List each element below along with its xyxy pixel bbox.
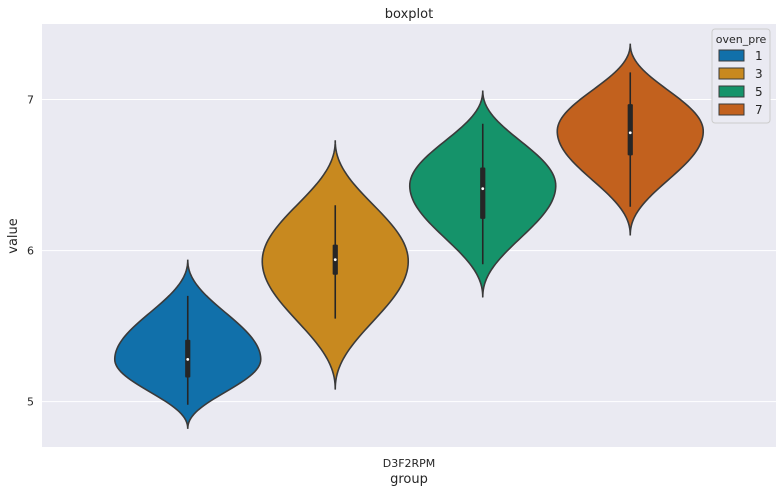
- chart-title: boxplot: [385, 7, 433, 22]
- violin-7: [556, 43, 705, 236]
- y-tick-label: 6: [27, 245, 34, 258]
- violin-iqr-box: [627, 104, 633, 156]
- legend-swatch: [718, 103, 745, 116]
- y-tick-label: 5: [27, 396, 34, 409]
- violin-iqr-box: [480, 167, 486, 219]
- x-axis-label: group: [390, 472, 428, 487]
- violin-1: [113, 259, 262, 429]
- y-tick-labels: 5 6 7: [27, 94, 34, 409]
- violin-median-dot: [186, 357, 190, 361]
- violin-5: [408, 90, 557, 298]
- legend: oven_pre 1 3 5 7: [711, 28, 771, 124]
- legend-swatch: [718, 85, 745, 98]
- legend-swatch: [718, 49, 745, 62]
- violin-median-dot: [628, 131, 632, 135]
- violins: [113, 43, 705, 429]
- x-tick-label: D3F2RPM: [383, 457, 436, 470]
- legend-label: 1: [755, 49, 763, 63]
- violin-median-dot: [481, 187, 485, 191]
- y-axis-label: value: [6, 218, 21, 254]
- violin-3: [261, 140, 410, 390]
- legend-label: 5: [755, 85, 763, 99]
- y-tick-label: 7: [27, 94, 34, 107]
- legend-title: oven_pre: [716, 33, 767, 46]
- legend-label: 3: [755, 67, 763, 81]
- legend-label: 7: [755, 103, 763, 117]
- legend-swatch: [718, 67, 745, 80]
- violin-median-dot: [333, 258, 337, 262]
